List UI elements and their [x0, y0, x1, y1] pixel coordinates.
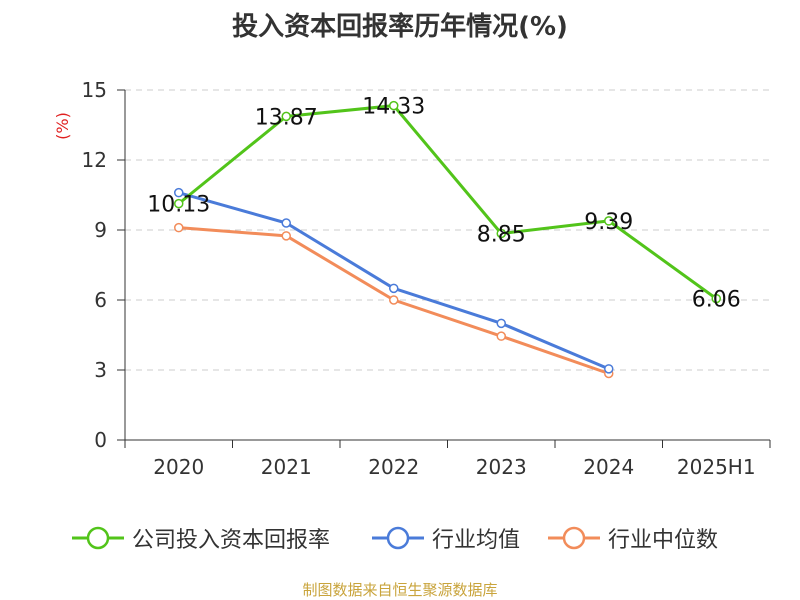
data-point: [496, 228, 506, 239]
data-point: [281, 218, 291, 228]
data-point: [281, 231, 291, 241]
legend-item: 行业中位数: [548, 520, 718, 556]
legend-label: 行业均值: [432, 528, 521, 553]
data-point: [604, 364, 614, 374]
data-point: [389, 283, 399, 294]
data-label: 9.39: [584, 210, 633, 235]
y-tick-label: 3: [94, 358, 107, 382]
x-tick-label: 2025H1: [677, 455, 756, 479]
data-point: [174, 222, 184, 233]
data-point: [711, 293, 721, 304]
series-line: [177, 104, 718, 300]
x-tick-label: 2022: [368, 455, 419, 479]
data-labels: 10.13 13.87 14.33 8.85 9.39 6.06: [147, 95, 740, 313]
data-label: 13.87: [255, 105, 318, 130]
data-point: [389, 100, 399, 111]
data-label: 6.06: [692, 288, 741, 313]
data-point: [389, 295, 399, 305]
axes: 0 3 6 9 12 15 (%) 2020 2021 2022 2023 2024 2025H1: [53, 78, 771, 479]
data-point: [496, 318, 506, 329]
legend-item: 行业均值: [372, 520, 520, 556]
y-tick-label: 9: [94, 218, 107, 242]
legend-label: 公司投入资本回报率: [132, 528, 331, 553]
data-point: [281, 111, 291, 122]
y-tick-label: 12: [82, 148, 107, 172]
data-point: [174, 198, 184, 209]
x-tick-label: 2021: [261, 455, 312, 479]
data-label: 10.13: [147, 193, 210, 218]
x-tick-label: 2024: [583, 455, 634, 479]
legend-marker: [548, 526, 600, 550]
y-tick-label: 6: [94, 288, 107, 312]
x-tick-label: 2020: [153, 455, 204, 479]
data-label: 14.33: [362, 95, 425, 120]
legend-label: 行业中位数: [608, 528, 719, 553]
legend: 公司投入资本回报率 行业均值 行业中位数: [0, 520, 800, 556]
source-note: 制图数据来自恒生聚源数据库: [302, 581, 498, 599]
legend-marker: [72, 526, 124, 550]
y-tick-label: 0: [94, 428, 107, 452]
series-line: [178, 191, 610, 371]
x-tick-label: 2023: [476, 455, 527, 479]
series-group: [174, 100, 721, 379]
legend-marker: [372, 526, 424, 550]
line-chart: 0 3 6 9 12 15 (%) 2020 2021 2022 2023 2024 2025H1 10…: [53, 78, 771, 479]
legend-item: 公司投入资本回报率: [72, 520, 330, 556]
y-tick-label: 15: [82, 78, 107, 102]
data-point: [496, 331, 506, 341]
data-point: [604, 216, 614, 226]
y-axis-label: (%): [53, 112, 72, 140]
gridlines: [125, 89, 770, 371]
chart-title: 投入资本回报率历年情况(%): [232, 12, 568, 42]
data-point: [174, 187, 184, 198]
data-label: 8.85: [477, 223, 526, 248]
